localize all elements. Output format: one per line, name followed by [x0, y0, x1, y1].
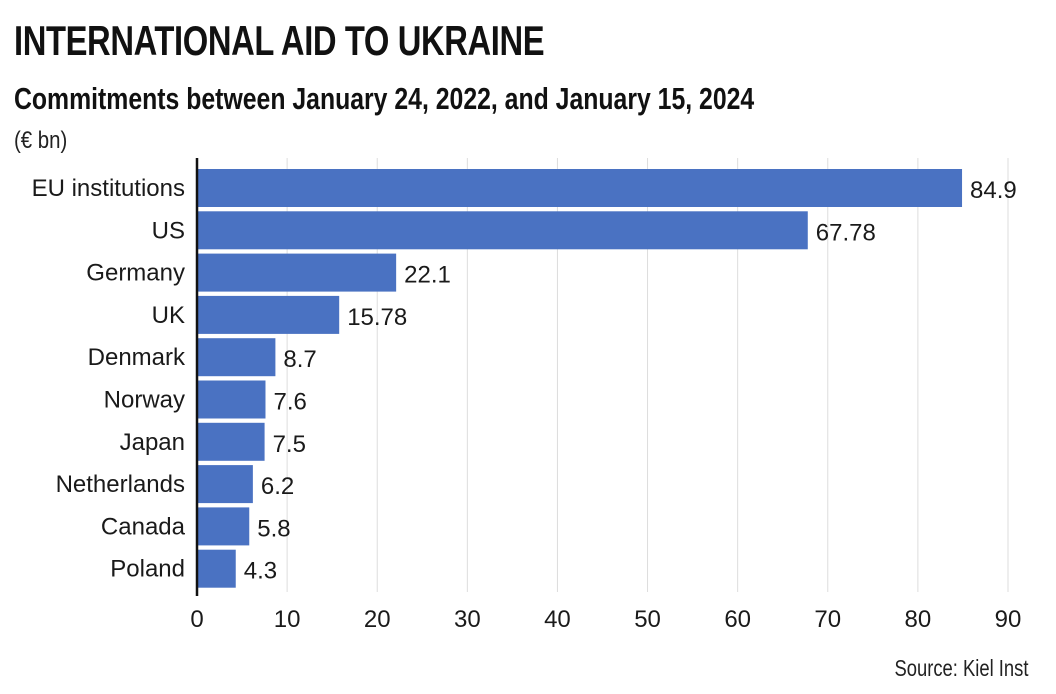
value-label: 4.3 [244, 558, 277, 585]
value-label: 84.9 [970, 177, 1017, 204]
value-label: 67.78 [816, 219, 876, 246]
x-tick-label: 70 [814, 606, 841, 633]
x-tick-label: 20 [364, 606, 391, 633]
value-label: 6.2 [261, 473, 294, 500]
category-label: EU institutions [32, 175, 185, 202]
bar-denmark [197, 338, 276, 377]
x-tick-label: 10 [274, 606, 301, 633]
category-label: Germany [86, 260, 185, 287]
x-tick-label: 90 [995, 606, 1022, 633]
category-label: Canada [101, 513, 186, 540]
category-label: Poland [110, 556, 185, 583]
bar-japan [197, 422, 265, 461]
category-label: Netherlands [56, 471, 185, 498]
value-label: 7.5 [273, 431, 306, 458]
bar-norway [197, 380, 266, 419]
value-label: 22.1 [404, 262, 451, 289]
category-label: US [152, 217, 185, 244]
category-label: UK [152, 302, 185, 329]
value-label: 8.7 [283, 346, 316, 373]
x-tick-label: 0 [190, 606, 203, 633]
x-tick-label: 50 [634, 606, 661, 633]
bar-netherlands [197, 465, 253, 504]
source-note: Source: Kiel Inst [894, 655, 1028, 681]
bar-poland [197, 549, 236, 588]
value-label: 7.6 [273, 389, 306, 416]
bar-uk [197, 295, 340, 334]
unit-label: (€ bn) [14, 127, 68, 154]
category-label: Norway [104, 387, 185, 414]
value-label: 5.8 [257, 515, 290, 542]
labels: 0 10 20 30 40 50 60 70 80 90 EU institutions 84.9 US… [32, 175, 1022, 633]
bar-us [197, 211, 808, 250]
x-tick-label: 60 [724, 606, 751, 633]
x-tick-label: 80 [905, 606, 932, 633]
x-tick-label: 40 [544, 606, 571, 633]
value-label: 15.78 [347, 304, 407, 331]
bars [197, 169, 963, 588]
category-label: Japan [120, 429, 185, 456]
bar-eu-institutions [197, 169, 963, 207]
chart-subtitle: Commitments between January 24, 2022, an… [14, 81, 755, 116]
bar-canada [197, 507, 250, 546]
category-label: Denmark [88, 344, 186, 371]
chart-title: INTERNATIONAL AID TO UKRAINE [14, 17, 545, 64]
x-tick-label: 30 [454, 606, 481, 633]
bar-germany [197, 253, 397, 292]
